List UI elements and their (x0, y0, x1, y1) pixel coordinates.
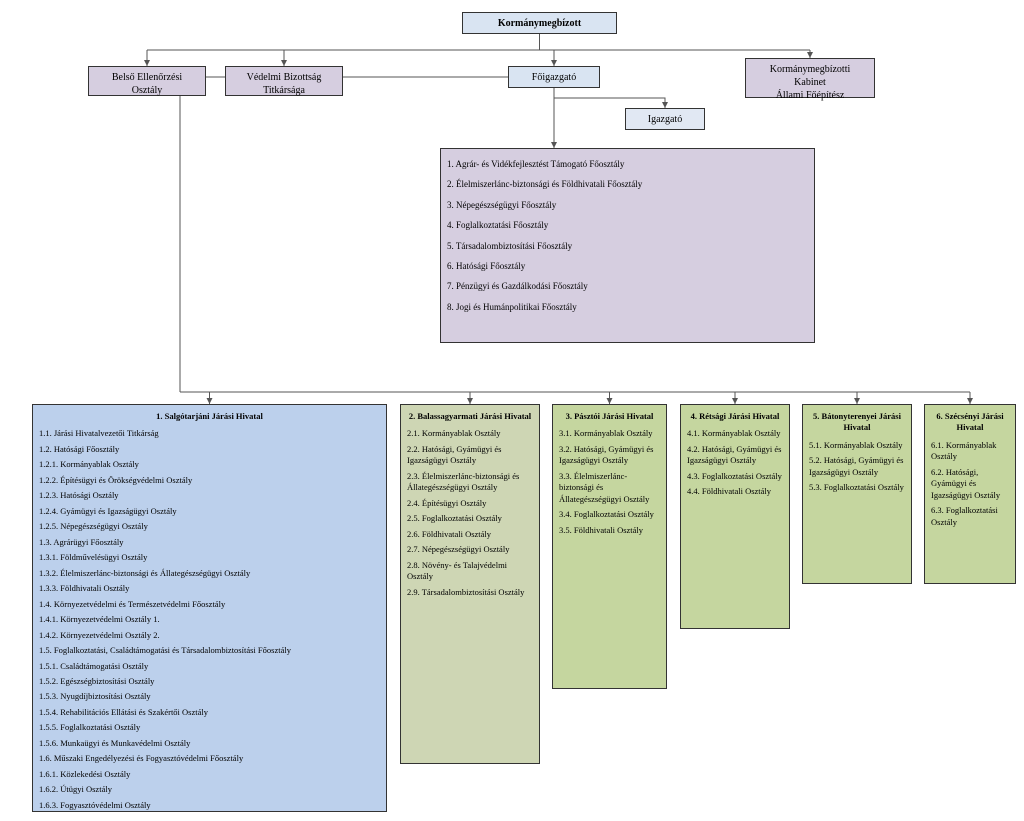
district-item: 1.6.2. Útügyi Osztály (39, 784, 380, 795)
district-4: 4. Rétsági Járási Hivatal 4.1. Kormányabl… (680, 404, 790, 629)
department-item: 7. Pénzügyi és Gazdálkodási Főosztály (447, 279, 808, 293)
district-item: 1.5.2. Egészségbiztosítási Osztály (39, 676, 380, 687)
district-title: 2. Balassagyarmati Járási Hivatal (407, 411, 533, 422)
district-item: 1.3.3. Földhivatali Osztály (39, 583, 380, 594)
department-item: 2. Élelmiszerlánc-biztonsági és Földhiva… (447, 177, 808, 191)
district-3: 3. Pásztói Járási Hivatal 3.1. Kormányabl… (552, 404, 667, 689)
department-item: 4. Foglalkoztatási Főosztály (447, 218, 808, 232)
district-item: 1.3. Agrárügyi Főosztály (39, 537, 380, 548)
node-label: Védelmi Bizottság Titkársága (247, 72, 322, 96)
district-title: 6. Szécsényi Járási Hivatal (931, 411, 1009, 434)
district-item: 1.2.5. Népegészségügyi Osztály (39, 521, 380, 532)
district-item: 1.2.3. Hatósági Osztály (39, 490, 380, 501)
node-belso: Belső Ellenőrzési Osztály (88, 66, 206, 96)
node-foigazgato: Főigazgató (508, 66, 600, 88)
district-item: 2.6. Földhivatali Osztály (407, 529, 533, 540)
district-item: 1.2. Hatósági Főosztály (39, 444, 380, 455)
district-item: 1.4. Környezetvédelmi és Természetvédelm… (39, 599, 380, 610)
district-2: 2. Balassagyarmati Járási Hivatal 2.1. Ko… (400, 404, 540, 764)
district-1: 1. Salgótarjáni Járási Hivatal 1.1. Járás… (32, 404, 387, 812)
district-item: 2.1. Kormányablak Osztály (407, 428, 533, 439)
district-item: 6.2. Hatósági, Gyámügyi és Igazságügyi O… (931, 467, 1009, 501)
district-item: 1.6.3. Fogyasztóvédelmi Osztály (39, 800, 380, 811)
district-item: 1.2.2. Építésügyi és Örökségvédelmi Oszt… (39, 475, 380, 486)
district-item: 1.5.5. Foglalkoztatási Osztály (39, 722, 380, 733)
node-root: Kormánymegbízott (462, 12, 617, 34)
district-item: 1.3.1. Földművelésügyi Osztály (39, 552, 380, 563)
department-item: 6. Hatósági Főosztály (447, 259, 808, 273)
district-item: 4.3. Foglalkoztatási Osztály (687, 471, 783, 482)
node-label: Belső Ellenőrzési Osztály (112, 72, 182, 96)
district-5: 5. Bátonyterenyei Járási Hivatal 5.1. Kor… (802, 404, 912, 584)
department-item: 3. Népegészségügyi Főosztály (447, 198, 808, 212)
node-label: Főigazgató (532, 72, 576, 83)
district-title: 1. Salgótarjáni Járási Hivatal (39, 411, 380, 422)
district-item: 4.4. Földhivatali Osztály (687, 486, 783, 497)
district-item: 1.4.2. Környezetvédelmi Osztály 2. (39, 630, 380, 641)
district-title: 4. Rétsági Járási Hivatal (687, 411, 783, 422)
district-item: 5.2. Hatósági, Gyámügyi és Igazságügyi O… (809, 455, 905, 478)
district-item: 4.1. Kormányablak Osztály (687, 428, 783, 439)
district-item: 1.2.4. Gyámügyi és Igazságügyi Osztály (39, 506, 380, 517)
district-item: 1.4.1. Környezetvédelmi Osztály 1. (39, 614, 380, 625)
district-item: 1.3.2. Élelmiszerlánc-biztonsági és Álla… (39, 568, 380, 579)
district-6: 6. Szécsényi Járási Hivatal 6.1. Kormánya… (924, 404, 1016, 584)
district-item: 3.3. Élelmiszerlánc-biztonsági és Állate… (559, 471, 660, 505)
district-item: 1.5.1. Családtámogatási Osztály (39, 661, 380, 672)
district-item: 4.2. Hatósági, Gyámügyi és Igazságügyi O… (687, 444, 783, 467)
node-igazgato: Igazgató (625, 108, 705, 130)
district-item: 1.5.4. Rehabilitációs Ellátási és Szakér… (39, 707, 380, 718)
district-item: 2.7. Népegészségügyi Osztály (407, 544, 533, 555)
district-item: 3.4. Foglalkoztatási Osztály (559, 509, 660, 520)
district-title: 5. Bátonyterenyei Járási Hivatal (809, 411, 905, 434)
district-title: 3. Pásztói Járási Hivatal (559, 411, 660, 422)
district-item: 2.3. Élelmiszerlánc-biztonsági és Állate… (407, 471, 533, 494)
district-item: 1.5.6. Munkaügyi és Munkavédelmi Osztály (39, 738, 380, 749)
district-item: 1.5.3. Nyugdíjbiztosítási Osztály (39, 691, 380, 702)
district-item: 6.3. Foglalkoztatási Osztály (931, 505, 1009, 528)
district-item: 6.1. Kormányablak Osztály (931, 440, 1009, 463)
department-item: 1. Agrár- és Vidékfejlesztést Támogató F… (447, 157, 808, 171)
district-item: 1.6.1. Közlekedési Osztály (39, 769, 380, 780)
district-item: 3.2. Hatósági, Gyámügyi és Igazságügyi O… (559, 444, 660, 467)
node-label: Kormánymegbízotti Kabinet Állami Főépíté… (770, 64, 851, 101)
department-item: 5. Társadalombiztosítási Főosztály (447, 239, 808, 253)
district-item: 1.1. Járási Hivatalvezetői Titkárság (39, 428, 380, 439)
district-item: 1.5. Foglalkoztatási, Családtámogatási é… (39, 645, 380, 656)
district-item: 2.9. Társadalombiztosítási Osztály (407, 587, 533, 598)
district-item: 1.6. Műszaki Engedélyezési és Fogyasztóv… (39, 753, 380, 764)
department-item: 8. Jogi és Humánpolitikai Főosztály (447, 300, 808, 314)
district-item: 2.8. Növény- és Talajvédelmi Osztály (407, 560, 533, 583)
node-label: Kormánymegbízott (498, 18, 581, 29)
district-item: 2.2. Hatósági, Gyámügyi és Igazságügyi O… (407, 444, 533, 467)
district-item: 5.3. Foglalkoztatási Osztály (809, 482, 905, 493)
node-vedelmi: Védelmi Bizottság Titkársága (225, 66, 343, 96)
district-item: 2.4. Építésügyi Osztály (407, 498, 533, 509)
node-kabinet: Kormánymegbízotti Kabinet Állami Főépíté… (745, 58, 875, 98)
district-item: 3.5. Földhivatali Osztály (559, 525, 660, 536)
district-item: 3.1. Kormányablak Osztály (559, 428, 660, 439)
node-label: Igazgató (648, 114, 682, 125)
departments-box: 1. Agrár- és Vidékfejlesztést Támogató F… (440, 148, 815, 343)
district-item: 5.1. Kormányablak Osztály (809, 440, 905, 451)
district-item: 1.2.1. Kormányablak Osztály (39, 459, 380, 470)
district-item: 2.5. Foglalkoztatási Osztály (407, 513, 533, 524)
